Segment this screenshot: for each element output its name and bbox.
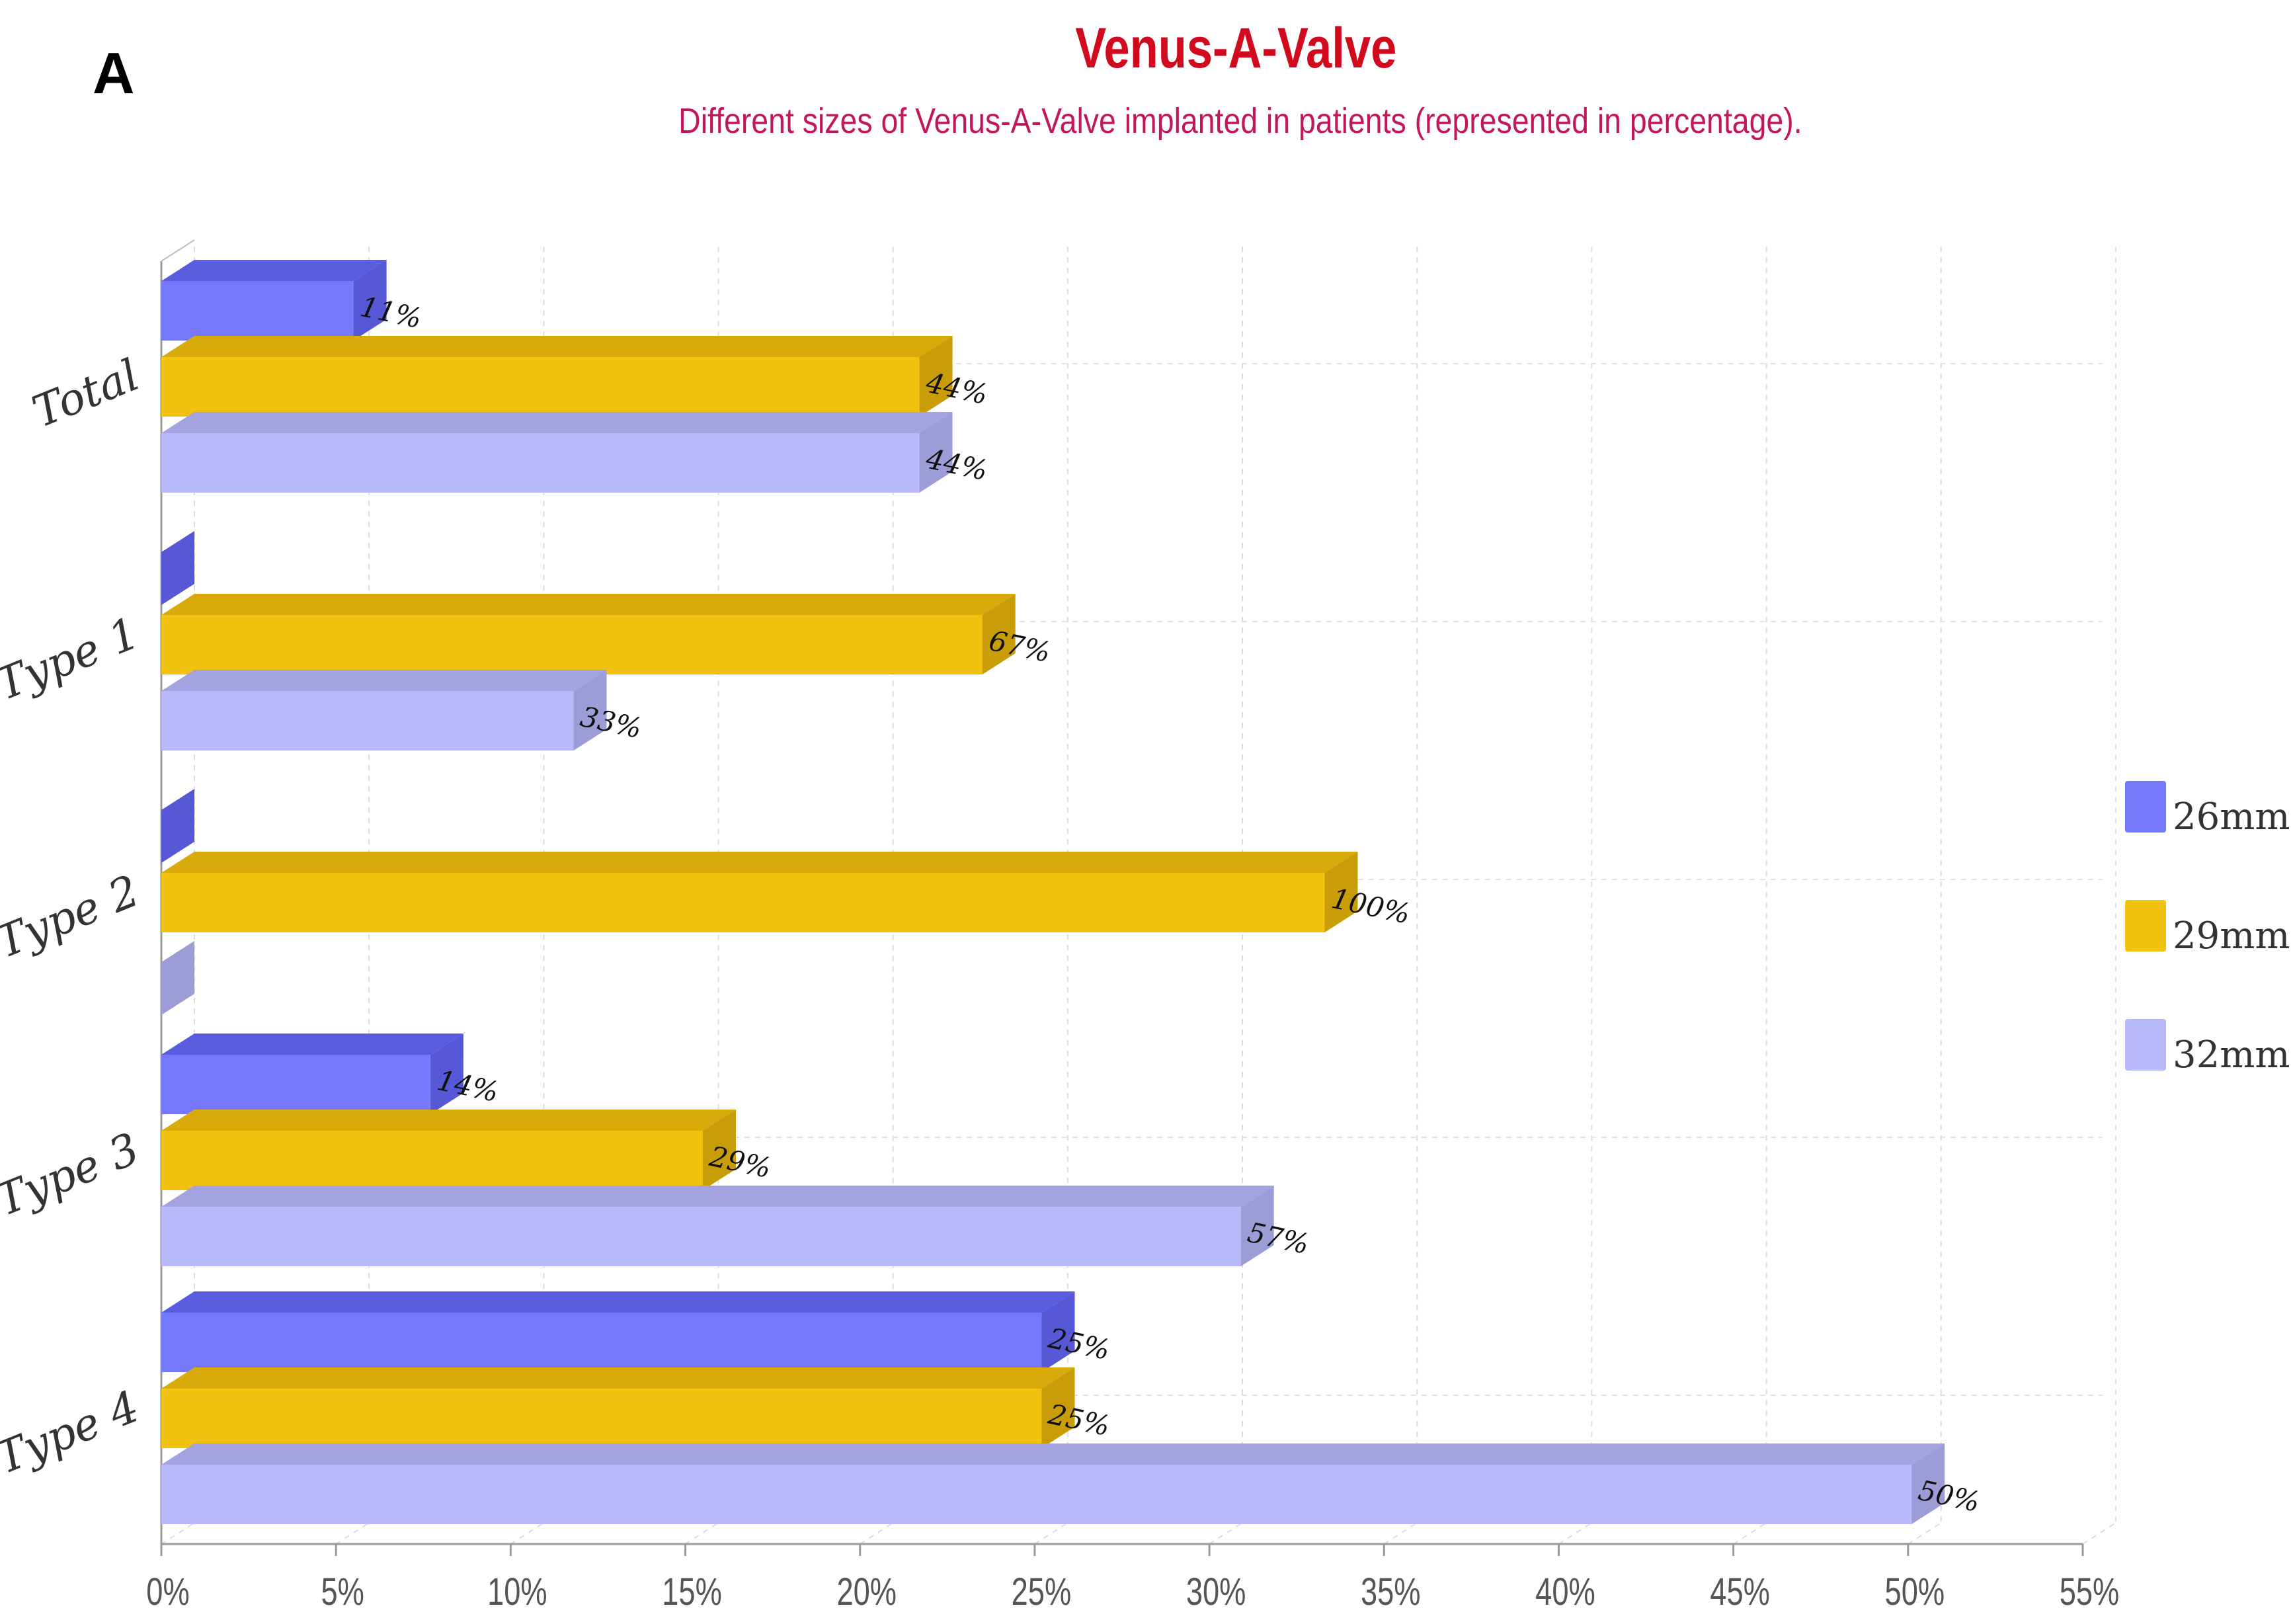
bar-side-total-29mm	[919, 336, 953, 417]
data-label-type-2-29mm: 100%	[1328, 882, 1413, 930]
legend-label-29mm: 29mm	[2173, 914, 2290, 957]
bar-type-4-29mm	[161, 1389, 1042, 1448]
bar-side-type-3-29mm	[702, 1110, 736, 1190]
legend-label-26mm: 26mm	[2173, 795, 2290, 838]
category-label-type-2: Type 2	[0, 865, 146, 968]
x-tick-label: 35%	[1361, 1571, 1421, 1614]
legend-swatch-26mm	[2125, 781, 2166, 832]
legend-item-29mm[interactable]: 29mm	[2125, 899, 2290, 957]
gridline-floor	[335, 1522, 370, 1545]
gridline-floor	[161, 1522, 195, 1545]
legend-item-26mm[interactable]: 26mm	[2125, 780, 2290, 838]
gridline-floor	[1034, 1522, 1068, 1545]
bar-type-4-26mm	[161, 1313, 1042, 1372]
bar-side-type-4-26mm	[1041, 1291, 1075, 1372]
x-tick-label: 5%	[321, 1571, 364, 1614]
bar-type-3-26mm	[161, 1055, 430, 1114]
category-label-total: Total	[26, 349, 146, 437]
category-label-type-1: Type 1	[0, 607, 146, 710]
bar-total-29mm	[161, 357, 920, 417]
bar-side-total-26mm	[353, 260, 387, 341]
legend-item-32mm[interactable]: 32mm	[2125, 1018, 2290, 1076]
x-tick-label: 30%	[1186, 1571, 1246, 1614]
x-tick-label: 45%	[1710, 1571, 1770, 1614]
bar-top-total-32mm	[161, 412, 953, 433]
legend: 26mm 29mm 32mm	[2125, 780, 2290, 1137]
bar-type-2-29mm	[161, 873, 1325, 932]
bar-side-total-32mm	[919, 412, 953, 493]
bar-type-3-29mm	[161, 1131, 703, 1190]
bar-type-2-32mm	[161, 941, 194, 1015]
bar-type-2-26mm	[161, 789, 194, 863]
bar-side-type-4-29mm	[1041, 1367, 1075, 1448]
bar-top-type-1-29mm	[161, 594, 1016, 615]
bar-top-type-2-29mm	[161, 852, 1358, 873]
bar-type-1-29mm	[161, 615, 983, 674]
x-tick-label: 40%	[1535, 1571, 1595, 1614]
bar-side-type-1-32mm	[573, 670, 607, 751]
bar-total-32mm	[161, 433, 920, 493]
bar-side-type-4-32mm	[1911, 1443, 1945, 1524]
bar-side-type-3-26mm	[430, 1034, 463, 1114]
panel-label: A	[93, 40, 135, 106]
bar-top-type-3-32mm	[161, 1186, 1274, 1207]
legend-swatch-29mm	[2125, 900, 2166, 952]
gridline-floor	[1558, 1522, 1592, 1545]
bar-type-1-26mm	[161, 531, 194, 605]
x-tick-label: 10%	[487, 1571, 547, 1614]
bar-top-type-4-32mm	[161, 1443, 1945, 1465]
gridline-floor	[1383, 1522, 1418, 1545]
y-axis-depth-line	[161, 239, 195, 262]
bar-top-type-4-26mm	[161, 1291, 1075, 1313]
bar-top-type-1-32mm	[161, 670, 607, 691]
legend-swatch-32mm	[2125, 1019, 2166, 1071]
bar-top-type-4-29mm	[161, 1367, 1075, 1389]
x-tick-label: 20%	[836, 1571, 897, 1614]
bar-total-26mm	[161, 281, 354, 341]
bar-top-type-3-26mm	[161, 1034, 463, 1055]
gridline-floor	[1209, 1522, 1243, 1545]
legend-label-32mm: 32mm	[2173, 1033, 2290, 1076]
x-tick-label: 15%	[662, 1571, 722, 1614]
chart-subtitle: Different sizes of Venus-A-Valve implant…	[678, 101, 1802, 141]
gridline-floor	[860, 1522, 894, 1545]
bar-top-total-29mm	[161, 336, 953, 357]
bar-top-total-26mm	[161, 260, 387, 281]
chart-title: Venus-A-Valve	[1075, 17, 1397, 80]
bar-type-3-32mm	[161, 1207, 1241, 1266]
gridline-floor	[510, 1522, 544, 1545]
gridline-floor	[1908, 1522, 1942, 1545]
bar-type-1-32mm	[161, 691, 574, 751]
x-tick-label: 55%	[2060, 1571, 2120, 1614]
x-tick-label: 0%	[146, 1571, 189, 1614]
category-label-type-3: Type 3	[0, 1123, 146, 1226]
bar-type-4-32mm	[161, 1465, 1912, 1524]
bar-side-type-2-29mm	[1324, 852, 1358, 932]
bar-side-type-3-32mm	[1240, 1186, 1274, 1266]
bar-top-type-3-29mm	[161, 1110, 736, 1131]
gridline-floor	[1733, 1522, 1767, 1545]
gridline-floor	[2082, 1522, 2116, 1545]
category-label-type-4: Type 4	[0, 1381, 146, 1484]
bar-side-type-1-29mm	[982, 594, 1016, 674]
gridline-floor	[685, 1522, 719, 1545]
x-tick-label: 50%	[1885, 1571, 1945, 1614]
x-tick-label: 25%	[1012, 1571, 1072, 1614]
